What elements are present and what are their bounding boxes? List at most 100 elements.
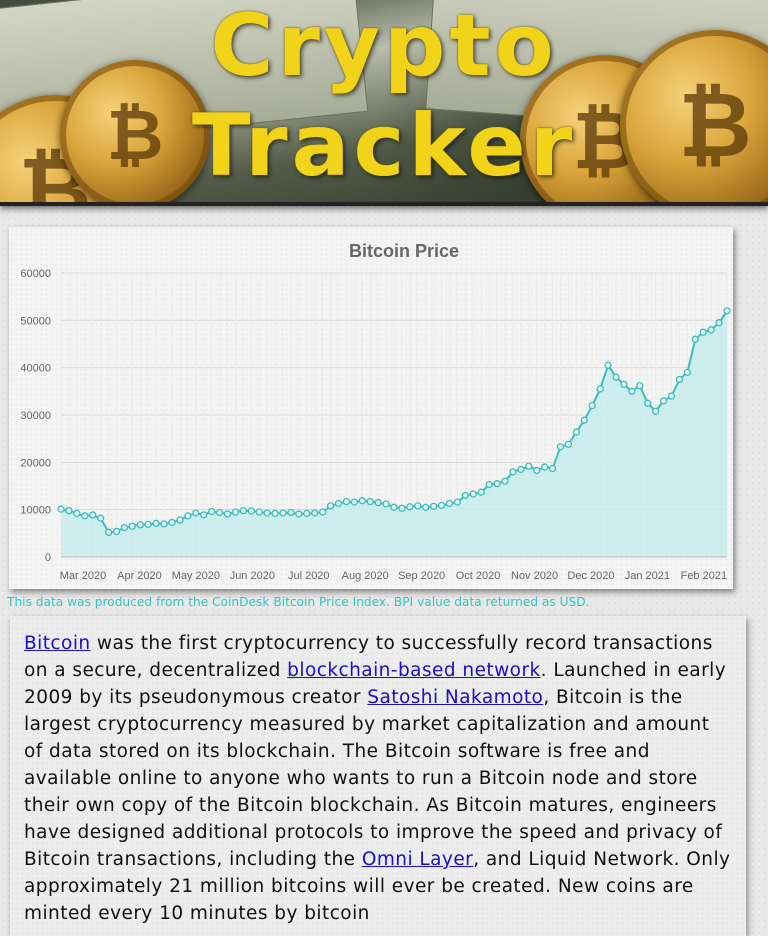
satoshi-nakamoto-link[interactable]: Satoshi Nakamoto xyxy=(367,687,544,708)
price-point xyxy=(406,503,414,511)
price-point xyxy=(311,509,319,517)
price-point xyxy=(207,507,216,516)
price-area xyxy=(61,310,727,557)
price-point xyxy=(525,462,533,470)
price-point xyxy=(628,387,636,395)
header-banner: ₿ ₿ ₿ ₿ Crypto Tracker xyxy=(0,0,768,206)
price-point xyxy=(556,443,565,451)
banner-title-line2: Tracker xyxy=(191,96,577,196)
price-point xyxy=(604,361,612,369)
price-point xyxy=(533,466,541,475)
price-point xyxy=(136,521,144,529)
price-point xyxy=(318,508,327,516)
x-tick-label: Sep 2020 xyxy=(398,570,445,582)
bitcoin-description: Bitcoin was the first cryptocurrency to … xyxy=(10,616,746,936)
price-point xyxy=(65,506,73,515)
x-tick-label: Jul 2020 xyxy=(288,570,330,582)
article-text: was the first cryptocurrency to successf… xyxy=(24,633,713,681)
price-point xyxy=(144,520,152,528)
y-tick-label: 40000 xyxy=(20,363,51,375)
x-tick-label: May 2020 xyxy=(172,570,220,582)
chart-source-note: This data was produced from the CoinDesk… xyxy=(7,595,590,609)
price-point xyxy=(303,509,311,518)
price-point xyxy=(707,326,715,334)
price-point xyxy=(295,510,303,518)
price-point xyxy=(548,464,557,473)
chart-title: Bitcoin Price xyxy=(349,241,459,261)
price-point xyxy=(429,502,438,511)
blockchain-network-link[interactable]: blockchain-based network xyxy=(287,660,541,681)
price-point xyxy=(469,490,477,498)
price-point xyxy=(184,512,192,520)
price-point xyxy=(453,498,462,506)
price-point xyxy=(580,416,588,424)
price-point xyxy=(120,524,129,532)
price-point xyxy=(374,498,382,507)
article-text: , and Liquid Network. Only approximately… xyxy=(24,849,731,924)
article-text: , Bitcoin is the largest cryptocurrency … xyxy=(24,687,723,870)
price-point xyxy=(223,510,232,518)
article-text: . Launched in early 2009 by its pseudony… xyxy=(24,660,727,708)
y-tick-label: 20000 xyxy=(20,457,51,469)
price-point xyxy=(540,463,549,471)
price-point xyxy=(644,399,652,407)
price-point xyxy=(271,509,279,518)
price-point xyxy=(160,520,168,528)
price-point xyxy=(659,397,668,405)
omni-layer-link[interactable]: Omni Layer xyxy=(361,849,474,870)
bitcoin-link[interactable]: Bitcoin xyxy=(24,633,91,654)
price-point xyxy=(691,335,699,343)
price-point xyxy=(398,504,406,512)
price-point xyxy=(477,488,485,496)
price-point xyxy=(73,509,81,518)
price-point xyxy=(366,497,374,506)
price-point xyxy=(390,503,398,511)
price-point xyxy=(112,527,121,536)
price-point xyxy=(255,508,263,516)
x-tick-label: Aug 2020 xyxy=(342,570,389,582)
price-point xyxy=(675,375,684,384)
price-point xyxy=(176,516,184,524)
x-tick-label: Jun 2020 xyxy=(230,570,275,582)
bitcoin-coin-image: ₿ xyxy=(620,30,768,202)
price-point xyxy=(620,380,628,388)
price-point xyxy=(612,373,620,381)
article-paragraph: Bitcoin was the first cryptocurrency to … xyxy=(10,616,746,927)
x-tick-label: Jan 2021 xyxy=(625,570,670,582)
price-point xyxy=(588,401,596,410)
price-point xyxy=(231,508,240,516)
x-tick-label: Feb 2021 xyxy=(681,570,727,582)
price-point xyxy=(414,502,422,510)
price-point xyxy=(200,511,208,519)
price-point xyxy=(279,509,287,517)
y-tick-label: 30000 xyxy=(20,410,51,422)
price-point xyxy=(152,519,160,528)
price-point xyxy=(89,511,97,519)
y-tick-label: 50000 xyxy=(20,315,51,327)
x-tick-label: Nov 2020 xyxy=(511,570,558,582)
x-tick-label: Mar 2020 xyxy=(60,570,106,582)
x-tick-label: Apr 2020 xyxy=(117,570,162,582)
price-point xyxy=(104,528,113,537)
price-point xyxy=(636,382,644,390)
price-point xyxy=(667,392,676,400)
price-point xyxy=(651,407,660,415)
price-point xyxy=(358,497,366,505)
price-point xyxy=(334,499,343,508)
price-point xyxy=(342,497,351,506)
x-tick-label: Dec 2020 xyxy=(567,570,614,582)
price-point xyxy=(192,509,200,517)
price-point xyxy=(168,518,176,527)
chart-svg: Bitcoin Price 0 10000 20000 30000 40000 50000 6… xyxy=(20,241,731,582)
price-point xyxy=(485,480,493,489)
y-tick-label: 0 xyxy=(45,552,51,564)
price-point xyxy=(572,428,581,436)
price-point xyxy=(715,319,723,327)
price-point xyxy=(699,328,707,336)
price-point xyxy=(564,440,573,448)
price-point xyxy=(263,509,271,517)
price-point xyxy=(128,522,137,530)
price-point xyxy=(723,307,731,315)
x-tick-label: Oct 2020 xyxy=(456,570,501,582)
bitcoin-coin-image: ₿ xyxy=(60,60,210,202)
